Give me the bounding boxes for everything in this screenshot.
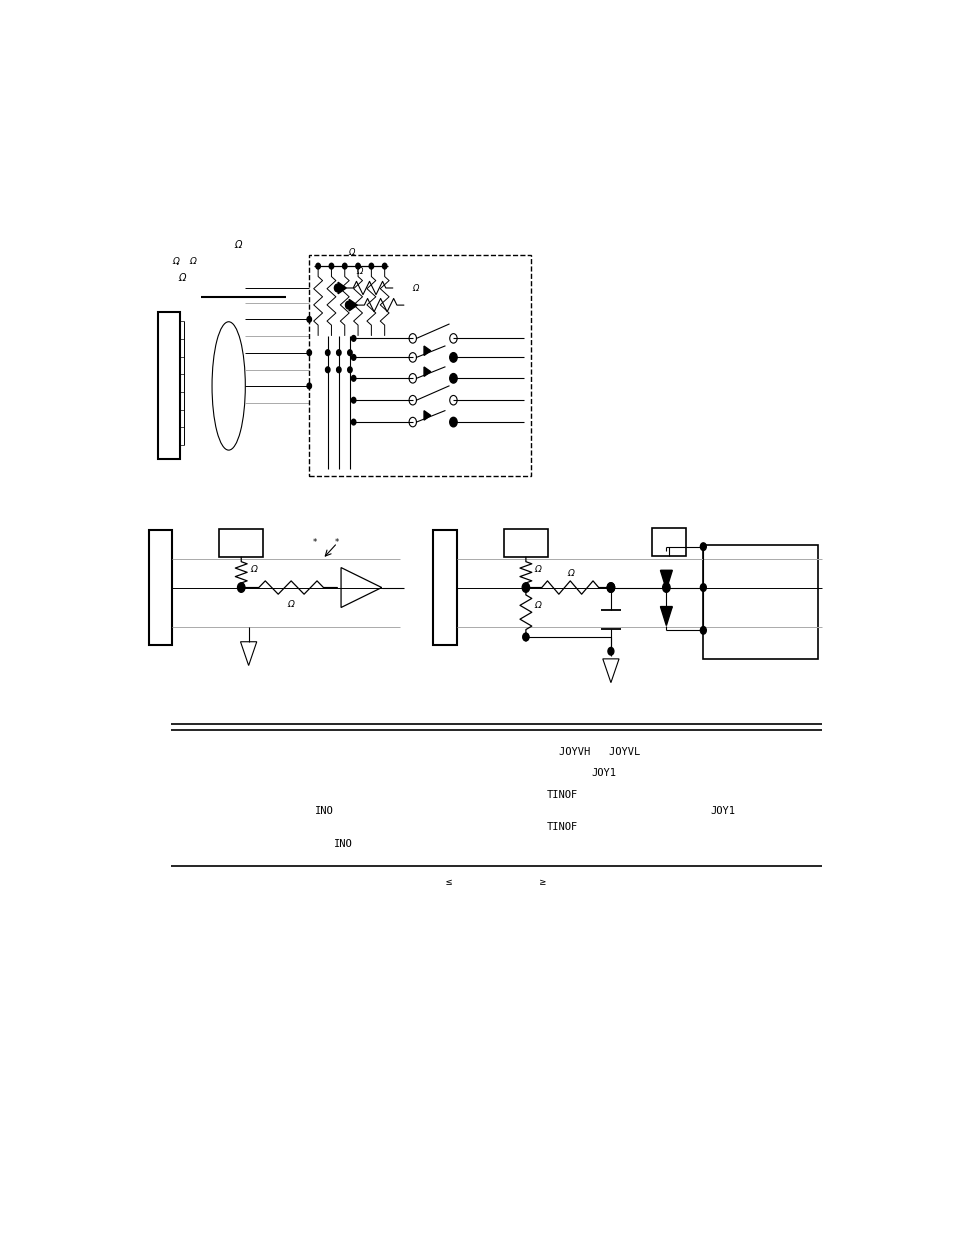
Bar	[702, 545, 817, 658]
Circle shape	[522, 634, 528, 641]
Text: Ω: Ω	[412, 284, 417, 293]
Text: Ω: Ω	[288, 599, 294, 609]
Circle shape	[700, 626, 705, 634]
Circle shape	[237, 583, 245, 593]
Bar	[651, 527, 685, 556]
Circle shape	[325, 350, 330, 356]
Polygon shape	[423, 411, 430, 420]
Circle shape	[329, 263, 334, 269]
Circle shape	[449, 353, 456, 362]
Bar	[503, 529, 547, 557]
Text: INO: INO	[314, 806, 334, 816]
Text: TINOF: TINOF	[546, 823, 578, 832]
Text: TINOF: TINOF	[546, 790, 578, 800]
Polygon shape	[337, 283, 346, 294]
Text: JOYVH   JOYVL: JOYVH JOYVL	[558, 747, 639, 757]
Circle shape	[307, 316, 311, 322]
Circle shape	[347, 367, 352, 373]
Bar	[309, 254, 531, 477]
Circle shape	[351, 398, 355, 403]
Bar	[433, 531, 456, 645]
Circle shape	[347, 350, 352, 356]
Text: Ω: Ω	[348, 247, 355, 257]
Circle shape	[662, 583, 669, 593]
Circle shape	[307, 383, 311, 389]
Circle shape	[521, 583, 529, 593]
Polygon shape	[349, 299, 357, 311]
Polygon shape	[659, 571, 672, 589]
Circle shape	[351, 336, 355, 341]
Circle shape	[351, 375, 355, 382]
Circle shape	[522, 634, 528, 641]
Circle shape	[342, 263, 347, 269]
Circle shape	[449, 373, 456, 383]
Text: Ω: Ω	[190, 257, 196, 267]
Polygon shape	[659, 606, 672, 626]
Circle shape	[351, 354, 355, 361]
Circle shape	[335, 284, 340, 291]
Circle shape	[700, 584, 705, 592]
Text: Ω: Ω	[535, 566, 541, 574]
Text: JOY1: JOY1	[590, 768, 616, 778]
Circle shape	[336, 350, 341, 356]
Circle shape	[336, 367, 341, 373]
Circle shape	[369, 263, 374, 269]
Bar	[157, 311, 180, 459]
Circle shape	[382, 263, 387, 269]
Circle shape	[355, 263, 360, 269]
Bar	[219, 529, 263, 557]
Circle shape	[607, 647, 613, 655]
Circle shape	[351, 419, 355, 425]
Text: *: *	[313, 537, 317, 547]
Text: INO: INO	[334, 840, 352, 850]
Bar	[149, 531, 172, 645]
Circle shape	[315, 263, 320, 269]
Circle shape	[700, 543, 705, 551]
Circle shape	[325, 367, 330, 373]
Text: •: •	[174, 262, 178, 267]
Circle shape	[307, 350, 311, 356]
Text: Ω: Ω	[566, 569, 573, 578]
Polygon shape	[423, 346, 430, 356]
Text: *: *	[335, 537, 339, 547]
Text: Ω: Ω	[535, 600, 541, 610]
Text: ≤              ≥: ≤ ≥	[446, 877, 546, 887]
Text: JOY1: JOY1	[710, 806, 735, 816]
Text: Ω: Ω	[178, 273, 186, 283]
Text: Ω: Ω	[172, 257, 179, 267]
Text: Ω: Ω	[356, 267, 362, 275]
Circle shape	[607, 583, 614, 593]
Polygon shape	[423, 367, 430, 377]
Circle shape	[345, 301, 351, 309]
Text: Ω: Ω	[250, 566, 256, 574]
Text: Ω: Ω	[233, 240, 241, 249]
Circle shape	[607, 583, 614, 593]
Circle shape	[449, 417, 456, 427]
